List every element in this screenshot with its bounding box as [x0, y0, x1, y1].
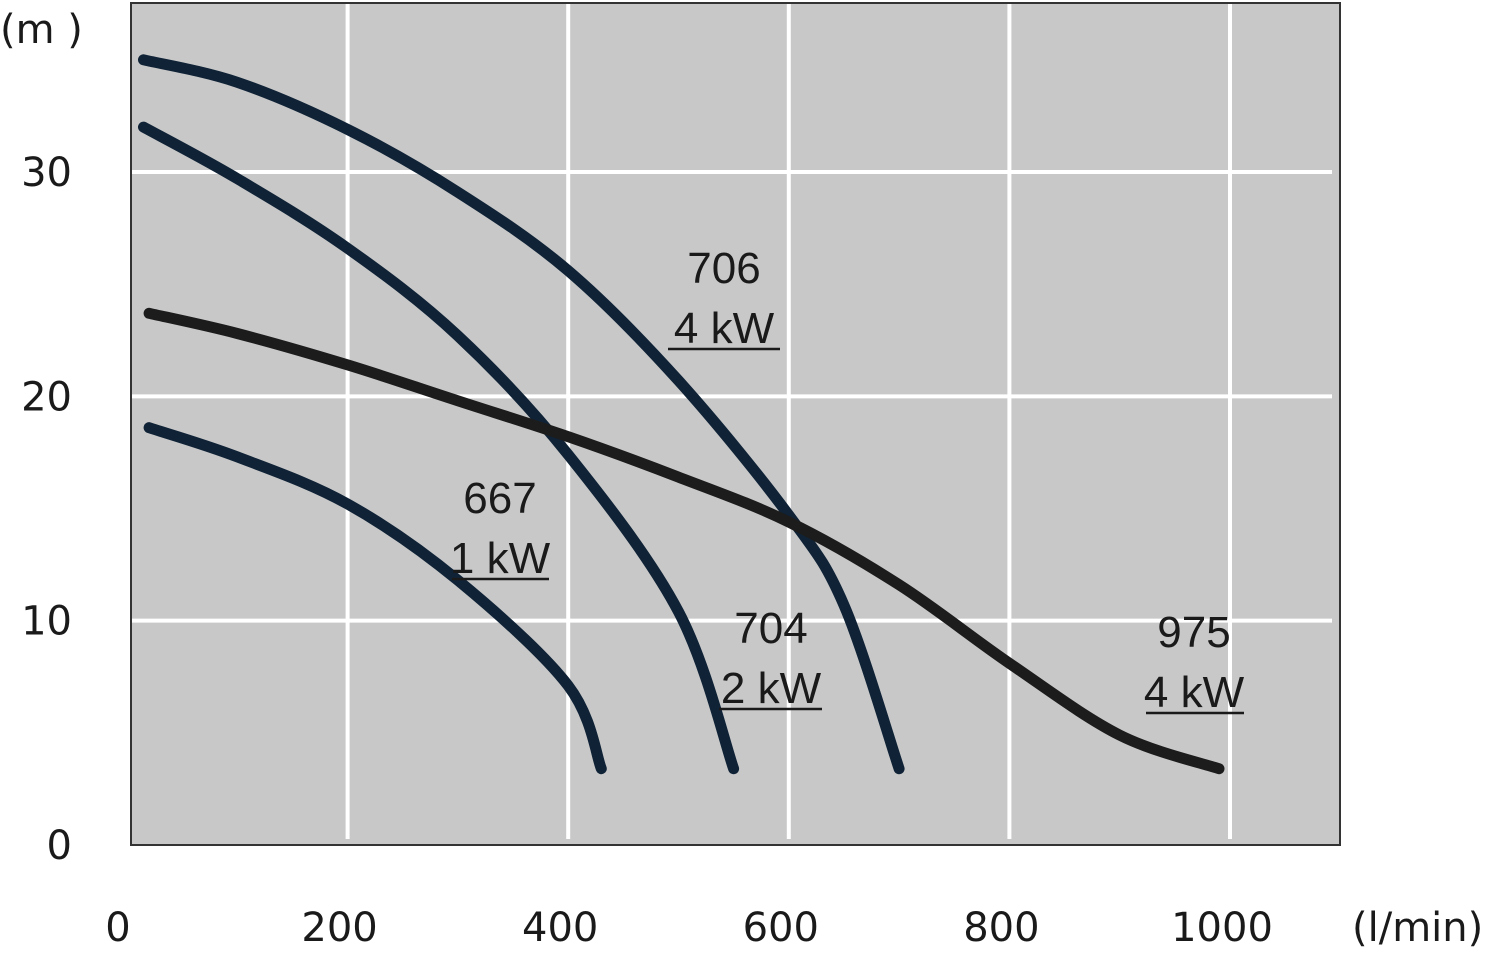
- y-axis-unit: (m ): [0, 7, 83, 53]
- y-tick-label-30: 30: [21, 150, 72, 196]
- x-tick-label-400: 400: [522, 905, 598, 951]
- curve-label-667-model: 667: [463, 474, 536, 523]
- curve-label-704-model: 704: [734, 604, 807, 653]
- pump-curves: [138, 54, 1225, 775]
- curve-label-704: 704 2 kW: [719, 604, 822, 713]
- x-tick-label-200: 200: [301, 905, 377, 951]
- plot-area: [130, 2, 1341, 846]
- curve-975: [143, 307, 1225, 775]
- curve-label-667-power: 1 kW: [450, 534, 551, 583]
- tick-labels: 0 200 400 600 800 1000 0 10 20 30: [21, 150, 1273, 951]
- curve-704: [138, 121, 740, 775]
- x-tick-label-0: 0: [105, 905, 130, 951]
- y-tick-label-0: 0: [47, 823, 72, 869]
- curve-label-975-model: 975: [1157, 608, 1230, 657]
- x-tick-label-600: 600: [743, 905, 819, 951]
- curve-706: [138, 54, 905, 775]
- curve-label-704-power: 2 kW: [721, 664, 822, 713]
- curve-labels: 706 4 kW 667 1 kW 704 2 kW 975 4 kW: [450, 244, 1245, 717]
- grid: [132, 4, 1332, 839]
- x-axis-unit: (l/min): [1352, 905, 1483, 951]
- x-tick-label-800: 800: [963, 905, 1039, 951]
- curve-label-667: 667 1 kW: [450, 474, 551, 583]
- curve-667: [143, 422, 607, 775]
- x-tick-label-1000: 1000: [1171, 905, 1273, 951]
- curve-label-975-power: 4 kW: [1144, 668, 1245, 717]
- curve-label-706: 706 4 kW: [668, 244, 780, 353]
- y-tick-label-20: 20: [21, 374, 72, 420]
- curve-label-975: 975 4 kW: [1144, 608, 1245, 717]
- curve-label-706-power: 4 kW: [674, 304, 775, 353]
- y-tick-label-10: 10: [21, 599, 72, 645]
- curve-label-706-model: 706: [687, 244, 760, 293]
